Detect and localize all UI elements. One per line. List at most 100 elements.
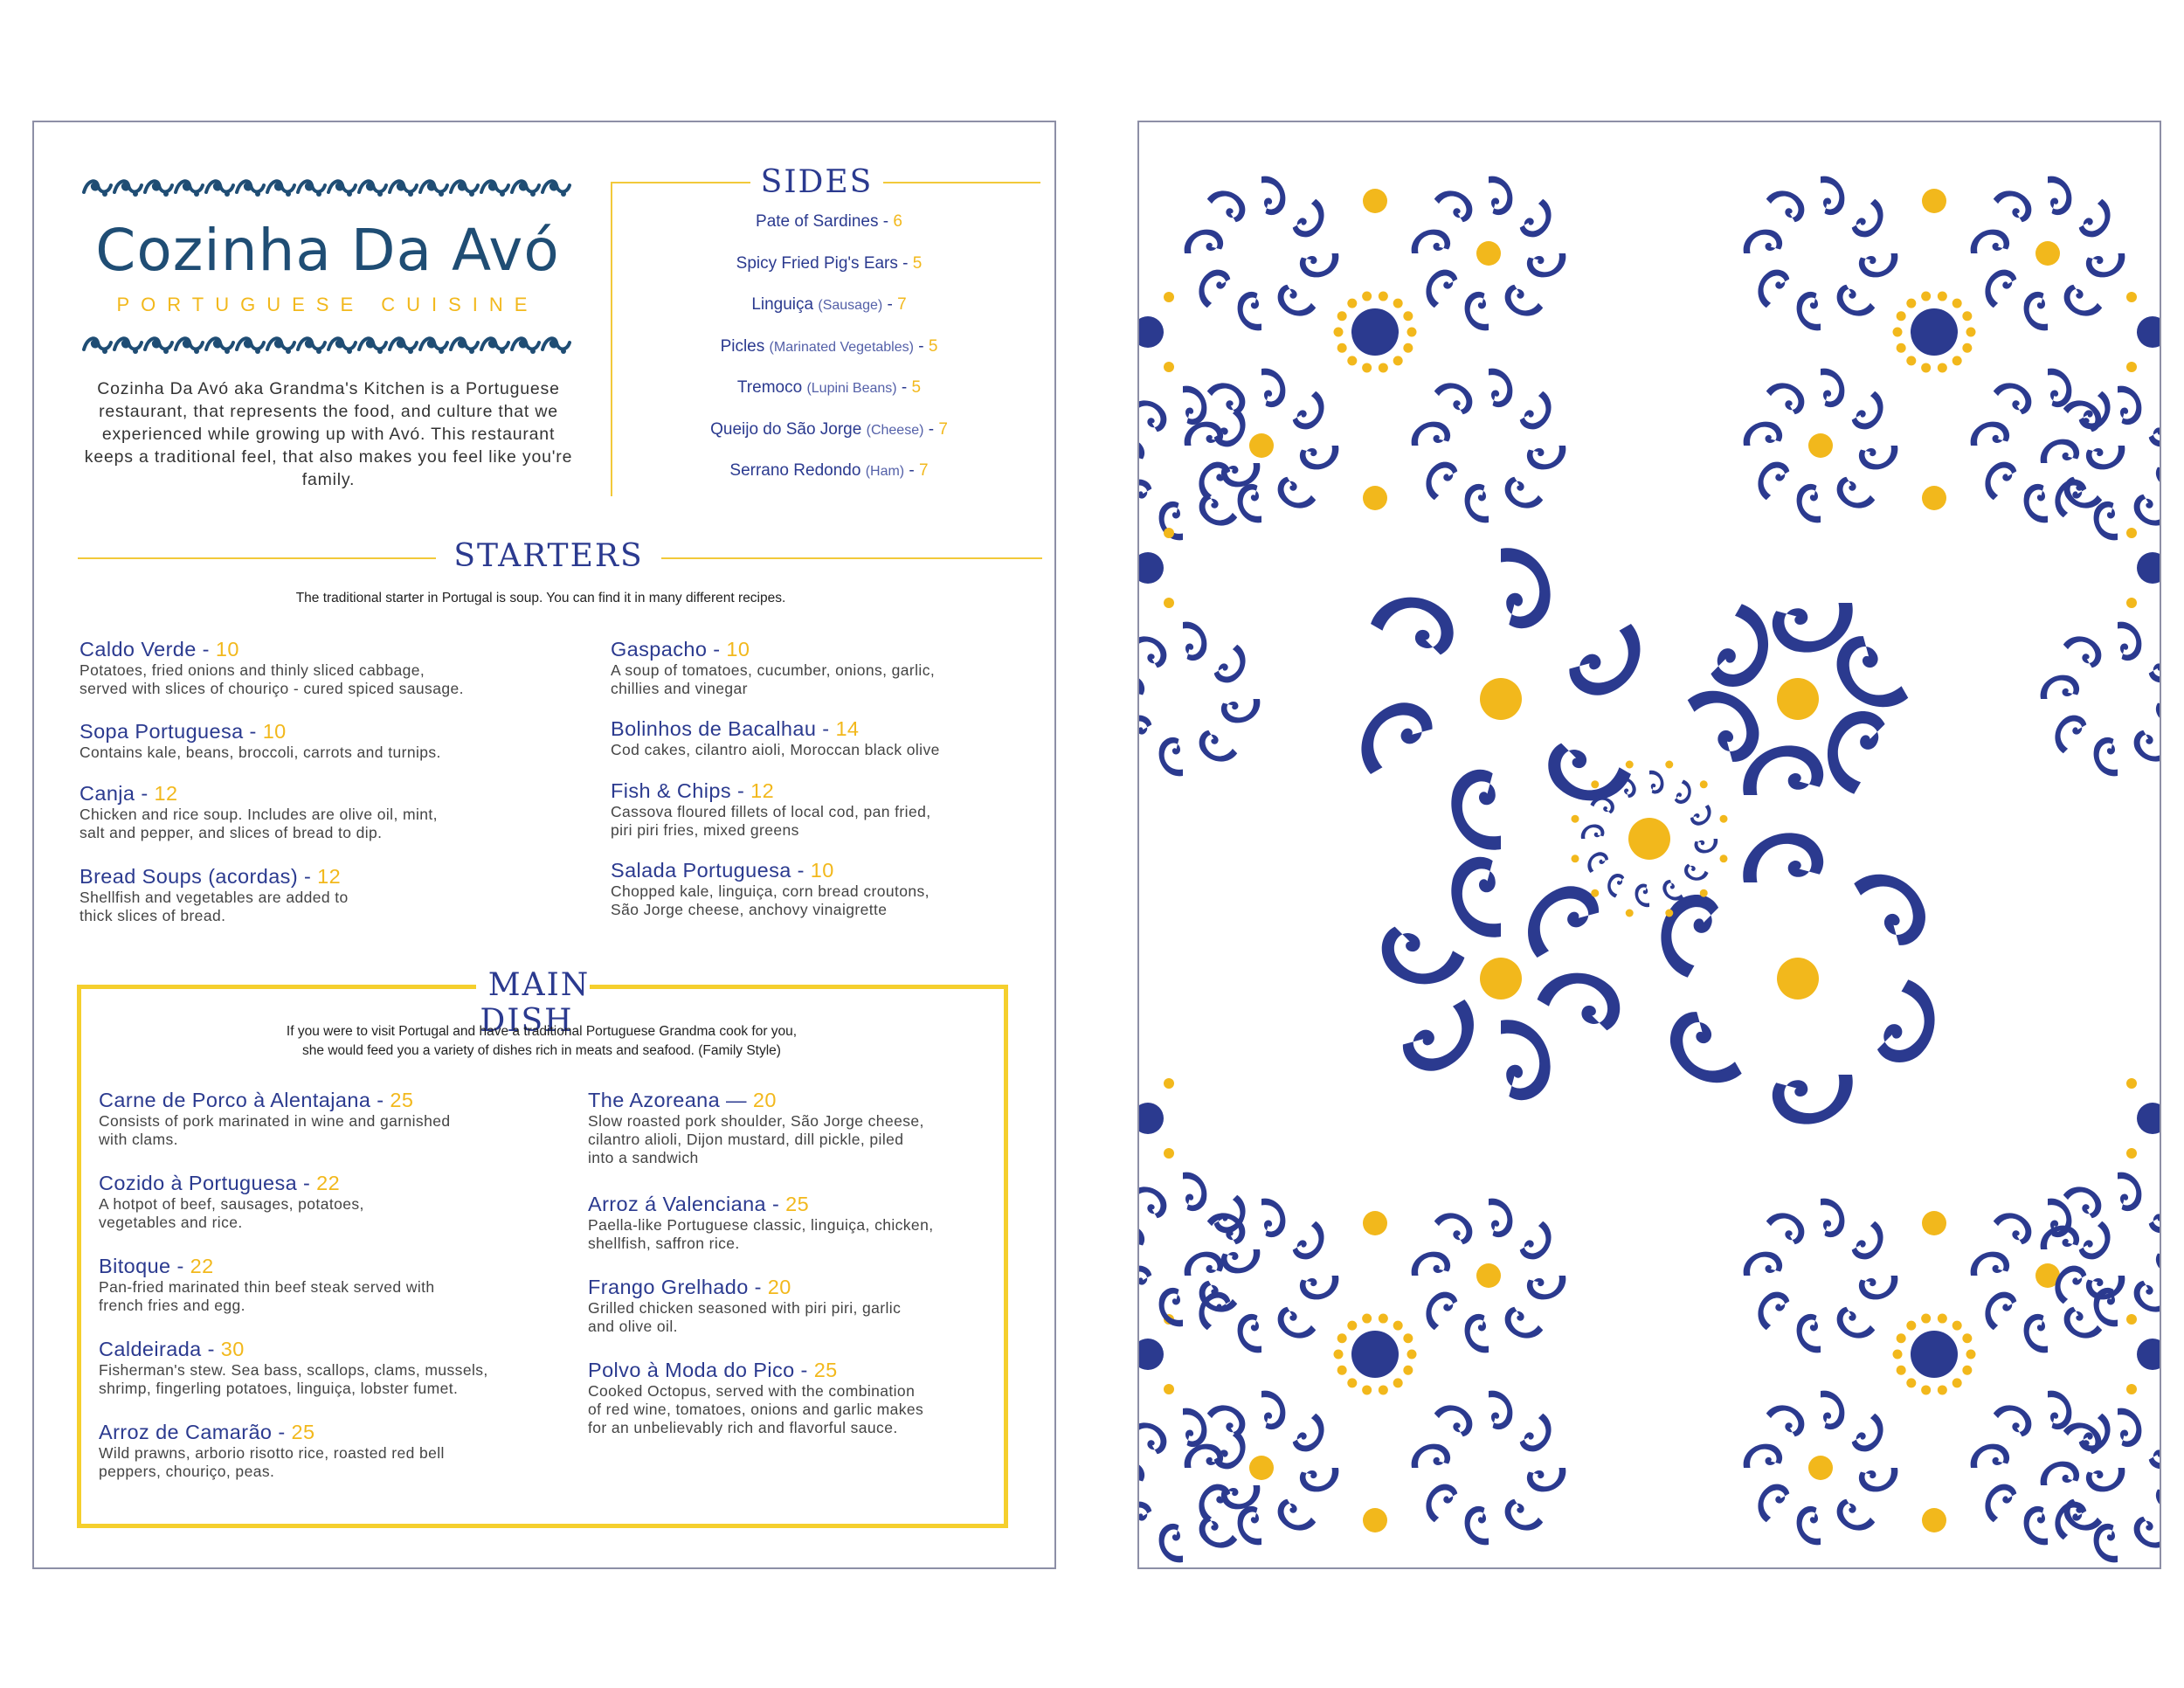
dish-name: Caldeirada — [99, 1338, 202, 1360]
scroll-motif — [2118, 385, 2142, 425]
scroll-motif — [1993, 383, 2032, 415]
dish-price: 25 — [390, 1089, 414, 1111]
scroll-motif — [1993, 1405, 2032, 1437]
dot-motif — [1363, 1211, 1387, 1235]
tile-pattern-page — [1137, 121, 2161, 1569]
sun-ray-dot — [1347, 1320, 1358, 1331]
dish-name-line: Fish & Chips - 12 — [611, 779, 1065, 802]
dot-motif — [1922, 486, 1946, 510]
menu-dish: Gaspacho - 10 A soup of tomatoes, cucumbe… — [611, 638, 1065, 698]
scroll-motif — [1261, 1390, 1286, 1430]
scroll-motif — [2063, 1422, 2102, 1455]
dot-motif — [1476, 1263, 1501, 1288]
dish-description-line: cilantro alioli, Dijon mustard, dill pic… — [588, 1131, 904, 1148]
dish-name-line: Caldo Verde - 10 — [79, 638, 534, 661]
dish-price: 22 — [316, 1172, 341, 1194]
dish-name: Carne de Porco à Alentajana — [99, 1089, 371, 1111]
scroll-motif — [1687, 690, 1759, 762]
sun-ray-dot — [1403, 1365, 1413, 1375]
scroll-motif — [1766, 1213, 1805, 1245]
scroll-motif — [2085, 1468, 2125, 1492]
dish-name: The Azoreana — [588, 1089, 721, 1111]
dish-name: Salada Portuguesa — [611, 859, 791, 882]
scroll-motif — [1489, 176, 1513, 216]
scroll-motif — [1237, 1313, 1261, 1353]
scroll-motif — [1158, 737, 1183, 777]
sides-list: Pate of Sardines - 6 Spicy Fried Pig's Ea… — [602, 211, 1056, 502]
dish-separator: - — [794, 1359, 814, 1381]
wave-scroll-icon — [113, 336, 143, 354]
starters-rule-left — [78, 557, 436, 559]
scroll-motif — [1213, 1430, 1246, 1470]
scroll-motif — [2040, 675, 2080, 699]
side-item-price: 5 — [928, 336, 938, 356]
menu-dish: Caldo Verde - 10 Potatoes, fried onions a… — [79, 638, 534, 698]
scroll-motif — [1851, 1221, 1883, 1260]
dish-name: Bread Soups (acordas) — [79, 865, 299, 888]
scroll-motif — [1139, 675, 1145, 699]
scroll-motif — [1206, 1213, 1246, 1245]
dot-motif — [1363, 486, 1387, 510]
dish-price: 12 — [317, 865, 342, 888]
wave-scroll-icon — [113, 179, 143, 197]
scroll-motif — [1519, 391, 1552, 430]
sun-ray-dot — [1952, 356, 1962, 366]
scroll-motif — [1670, 1012, 1742, 1083]
sun-ray-dot — [1921, 1313, 1932, 1324]
dish-name: Caldo Verde — [79, 638, 197, 661]
dish-description-line: french fries and egg. — [99, 1297, 245, 1314]
dish-name-line: The Azoreana — 20 — [588, 1089, 1042, 1111]
dot-motif — [2137, 316, 2160, 348]
side-item-price: 7 — [919, 461, 929, 480]
side-item: Queijo do São Jorge (Cheese) - 7 — [710, 419, 948, 439]
dish-name: Polvo à Moda do Pico — [588, 1359, 795, 1381]
scroll-motif — [2118, 621, 2142, 661]
scroll-motif — [1402, 1000, 1474, 1071]
dish-separator: - — [370, 1089, 390, 1111]
dot-motif — [1699, 889, 1708, 897]
scroll-motif — [1758, 269, 1790, 308]
scroll-motif — [1766, 383, 1805, 415]
dish-separator: - — [201, 1338, 221, 1360]
scroll-motif — [1381, 926, 1465, 985]
dish-separator: - — [243, 720, 263, 743]
dish-name: Bolinhos de Bacalhau — [611, 717, 817, 740]
dish-name-line: Salada Portuguesa - 10 — [611, 859, 1065, 882]
scroll-motif — [1139, 1265, 1152, 1304]
scroll-motif — [1821, 1198, 1845, 1238]
scroll-motif — [1743, 1251, 1783, 1276]
scroll-motif — [1985, 1291, 2017, 1331]
scroll-motif — [1464, 483, 1489, 523]
wave-scroll-icon — [296, 179, 327, 197]
scroll-motif — [1139, 1501, 1152, 1540]
scroll-motif — [1743, 421, 1783, 446]
scroll-motif — [1213, 644, 1246, 683]
dish-price: 20 — [767, 1276, 791, 1298]
menu-dish: Bread Soups (acordas) - 12 Shellfish and … — [79, 865, 534, 925]
dish-description-line: thick slices of bread. — [79, 907, 226, 924]
scroll-motif — [1694, 839, 1718, 854]
dish-description: Chicken and rice soup. Includes are oliv… — [79, 806, 534, 842]
center-gold-dot — [1777, 678, 1819, 720]
dish-name: Bitoque — [99, 1255, 171, 1277]
dish-separator: - — [766, 1193, 786, 1215]
scroll-motif — [1464, 1313, 1489, 1353]
wave-scroll-icon — [296, 336, 327, 354]
sun-ray-dot — [1378, 1385, 1388, 1395]
scroll-motif — [1183, 1172, 1207, 1212]
scroll-motif — [2023, 483, 2048, 523]
scroll-motif — [2063, 1306, 2103, 1339]
dish-description: Consists of pork marinated in wine and g… — [99, 1112, 553, 1149]
menu-dish: Arroz á Valenciana - 25 Paella-like Portu… — [588, 1193, 1042, 1253]
scroll-motif — [2078, 1221, 2111, 1260]
scroll-motif — [1434, 383, 1473, 415]
dot-motif — [2126, 1148, 2137, 1159]
menu-dish: Arroz de Camarão - 25 Wild prawns, arbori… — [99, 1421, 553, 1481]
dish-description: Cooked Octopus, served with the combinat… — [588, 1382, 1042, 1437]
sun-ray-dot — [1892, 327, 1903, 337]
scroll-motif — [1220, 699, 1261, 723]
wave-scroll-icon — [327, 336, 357, 354]
wave-scroll-icon — [174, 179, 204, 197]
sides-top-rule-left — [611, 182, 750, 183]
dish-description: Chopped kale, linguiça, corn bread crout… — [611, 882, 1065, 919]
